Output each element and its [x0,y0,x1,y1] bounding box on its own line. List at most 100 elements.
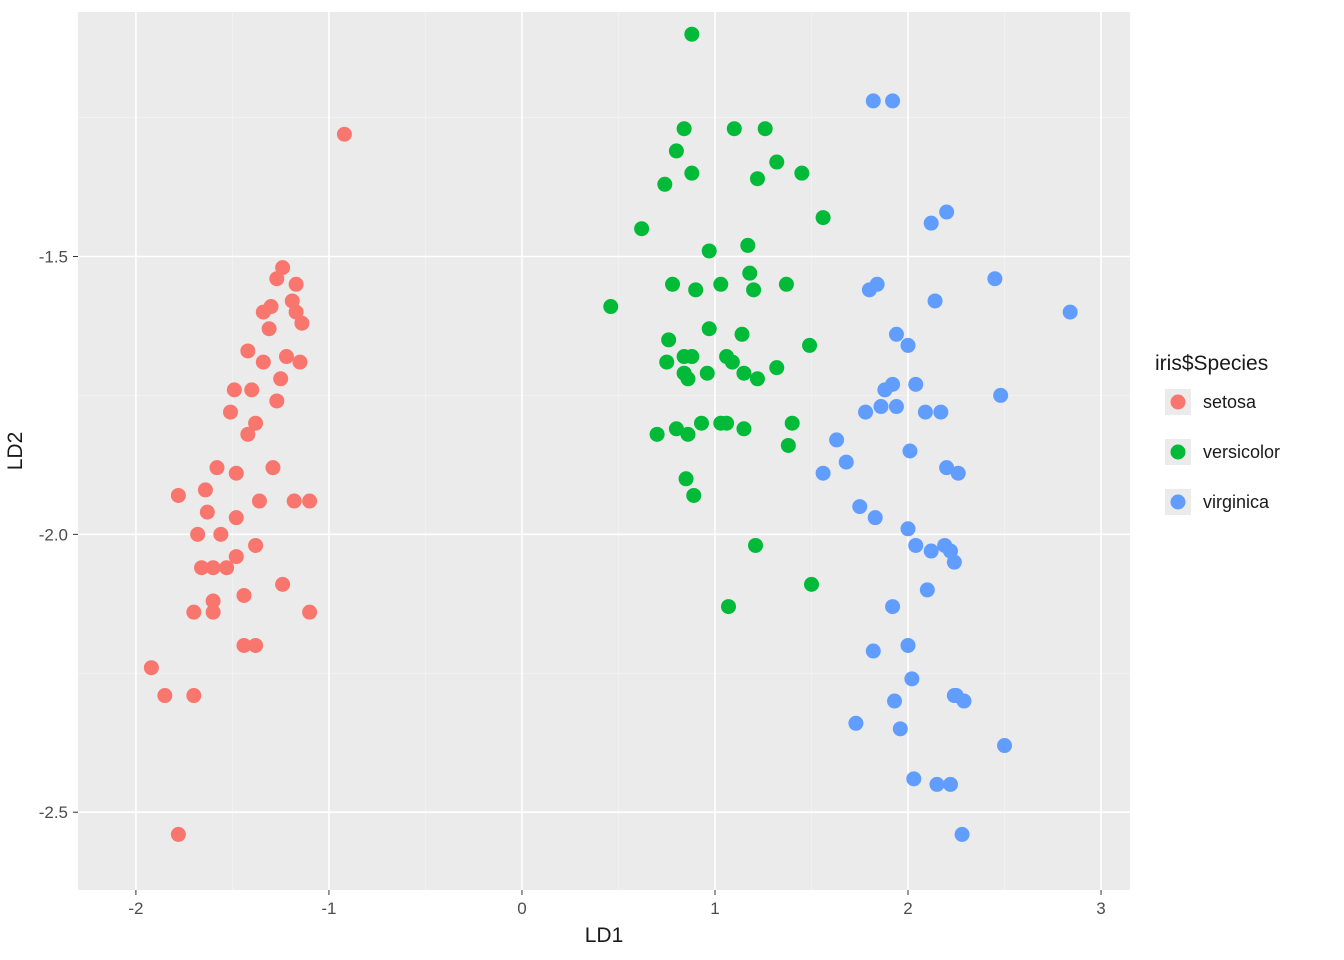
point-versicolor [816,210,831,225]
point-setosa [209,460,224,475]
point-setosa [213,527,228,542]
point-virginica [868,510,883,525]
point-versicolor [657,177,672,192]
point-virginica [839,455,854,470]
point-virginica [987,271,1002,286]
point-virginica [918,405,933,420]
point-virginica [902,444,917,459]
point-versicolor [702,321,717,336]
point-setosa [289,277,304,292]
point-versicolor [736,421,751,436]
point-setosa [229,466,244,481]
point-virginica [951,466,966,481]
point-virginica [893,721,908,736]
point-versicolor [659,355,674,370]
point-setosa [279,349,294,364]
point-versicolor [736,366,751,381]
point-setosa [269,271,284,286]
chart-svg: -2-10123-2.5-2.0-1.5LD1LD2iris$Speciesse… [0,0,1344,960]
point-setosa [302,494,317,509]
point-versicolor [680,427,695,442]
point-virginica [929,777,944,792]
point-versicolor [650,427,665,442]
point-setosa [157,688,172,703]
x-tick-label: 0 [517,899,526,918]
point-virginica [901,521,916,536]
point-setosa [256,355,271,370]
y-tick-label: -2.5 [39,803,68,822]
y-axis-title: LD2 [4,432,27,471]
point-versicolor [742,266,757,281]
point-virginica [904,671,919,686]
x-tick-label: -2 [128,899,143,918]
point-setosa [237,638,252,653]
point-setosa [144,660,159,675]
x-tick-label: -1 [321,899,336,918]
point-setosa [302,605,317,620]
point-versicolor [740,238,755,253]
point-setosa [229,549,244,564]
point-setosa [248,416,263,431]
point-setosa [292,355,307,370]
point-virginica [885,93,900,108]
point-setosa [237,588,252,603]
x-axis-title: LD1 [585,924,624,947]
point-virginica [887,694,902,709]
point-setosa [269,393,284,408]
point-versicolor [779,277,794,292]
point-versicolor [785,416,800,431]
point-virginica [866,644,881,659]
point-versicolor [677,349,692,364]
point-virginica [993,388,1008,403]
point-setosa [273,371,288,386]
point-versicolor [700,366,715,381]
legend-swatch-versicolor [1171,445,1186,460]
point-versicolor [713,277,728,292]
point-versicolor [721,599,736,614]
point-versicolor [684,27,699,42]
point-virginica [889,327,904,342]
point-versicolor [688,282,703,297]
point-versicolor [669,143,684,158]
point-setosa [240,343,255,358]
point-versicolor [684,166,699,181]
point-versicolor [603,299,618,314]
point-virginica [858,405,873,420]
legend-title: iris$Species [1155,352,1268,375]
point-versicolor [758,121,773,136]
point-virginica [957,694,972,709]
point-versicolor [802,338,817,353]
point-setosa [206,594,221,609]
y-tick-label: -2.0 [39,525,68,544]
point-virginica [1063,305,1078,320]
point-versicolor [634,221,649,236]
point-versicolor [794,166,809,181]
point-virginica [866,93,881,108]
point-versicolor [719,416,734,431]
point-setosa [190,527,205,542]
point-versicolor [781,438,796,453]
point-setosa [294,316,309,331]
point-setosa [229,510,244,525]
point-versicolor [719,349,734,364]
x-tick-label: 1 [710,899,719,918]
point-setosa [287,494,302,509]
legend-label: virginica [1203,492,1270,512]
point-virginica [816,466,831,481]
point-virginica [928,293,943,308]
point-virginica [908,538,923,553]
point-versicolor [735,327,750,342]
point-virginica [924,216,939,231]
point-versicolor [686,488,701,503]
point-setosa [248,538,263,553]
point-virginica [955,827,970,842]
point-virginica [908,377,923,392]
point-virginica [943,544,958,559]
point-setosa [206,560,221,575]
x-tick-label: 3 [1096,899,1105,918]
point-setosa [275,577,290,592]
point-setosa [171,488,186,503]
point-setosa [186,605,201,620]
point-setosa [227,382,242,397]
point-versicolor [680,371,695,386]
